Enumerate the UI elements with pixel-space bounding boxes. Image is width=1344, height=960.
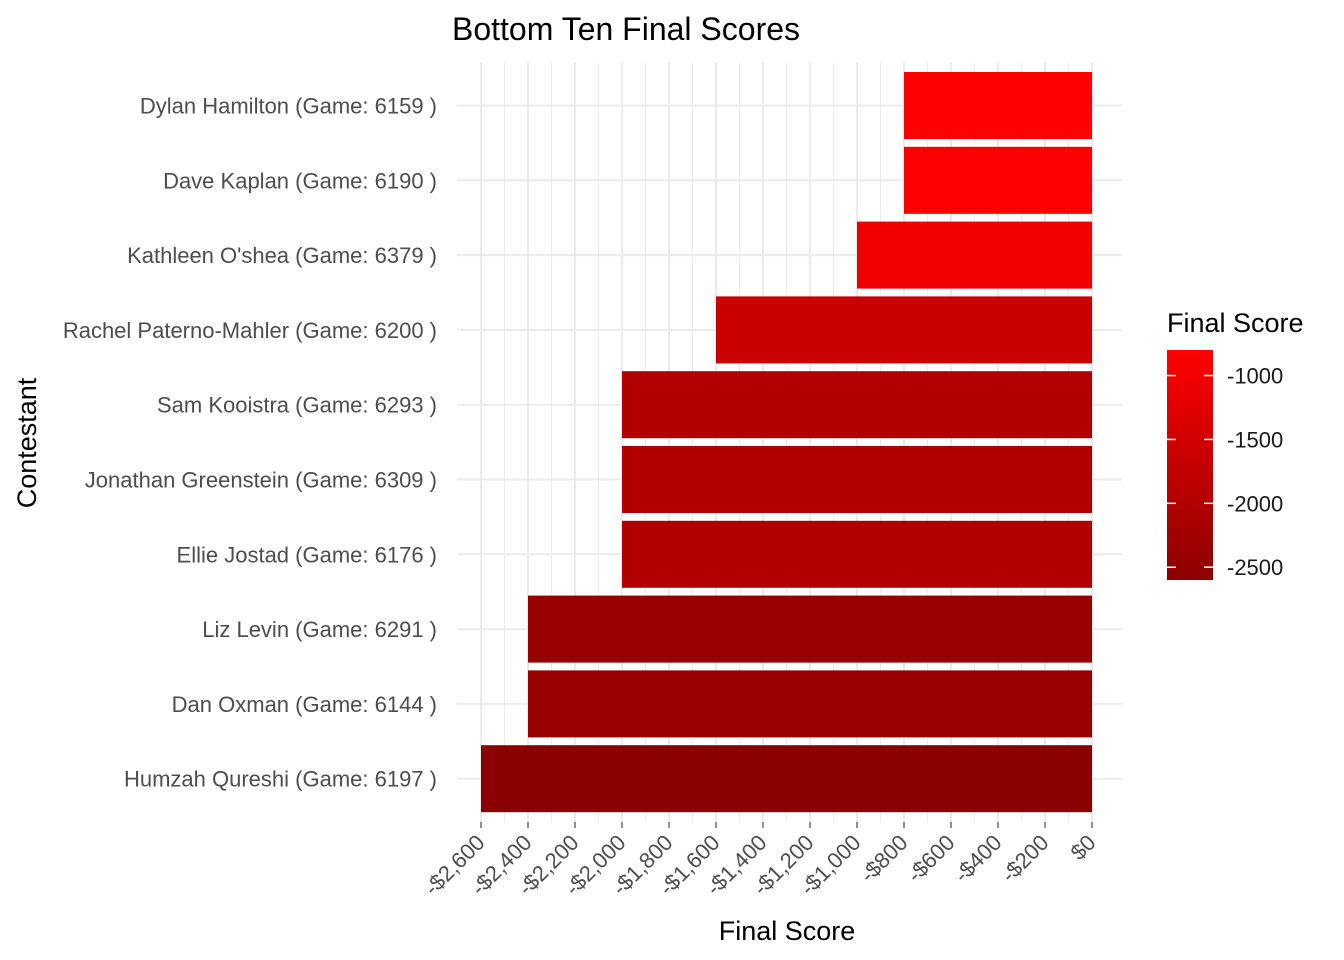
bar (904, 146, 1092, 214)
bar (622, 520, 1092, 588)
y-tick-label: Dave Kaplan (Game: 6190 ) (163, 168, 437, 193)
y-tick-label: Sam Kooistra (Game: 6293 ) (157, 393, 437, 418)
bar (622, 371, 1092, 439)
y-tick-label: Jonathan Greenstein (Game: 6309 ) (85, 468, 437, 493)
y-tick-label: Humzah Qureshi (Game: 6197 ) (124, 767, 437, 792)
legend-tick-label: -1500 (1227, 427, 1283, 452)
bar (904, 72, 1092, 139)
bar (622, 446, 1092, 513)
y-tick-label: Rachel Paterno-Mahler (Game: 6200 ) (63, 318, 437, 343)
bar (857, 221, 1092, 289)
y-tick-label: Ellie Jostad (Game: 6176 ) (177, 542, 437, 567)
x-tick-label: -$800 (855, 830, 912, 887)
legend-title: Final Score (1167, 308, 1304, 338)
bars (481, 72, 1092, 813)
x-tick-label: -$200 (996, 830, 1053, 887)
y-tick-label: Kathleen O'shea (Game: 6379 ) (127, 243, 437, 268)
legend-tick-label: -2500 (1227, 555, 1283, 580)
y-tick-label: Liz Levin (Game: 6291 ) (202, 617, 437, 642)
x-axis-tick-labels: -$2,600-$2,400-$2,200-$2,000-$1,800-$1,6… (419, 822, 1101, 900)
bar (716, 296, 1092, 364)
y-tick-label: Dylan Hamilton (Game: 6159 ) (140, 94, 437, 119)
legend-tick-label: -1000 (1227, 364, 1283, 389)
bar (528, 670, 1092, 738)
legend: Final Score -1000 -1500 -2000 -2500 (1167, 308, 1304, 580)
bar (481, 745, 1092, 813)
x-tick-label: $0 (1066, 830, 1101, 865)
legend-tick-label: -2000 (1227, 491, 1283, 516)
x-tick-label: -$600 (902, 830, 959, 887)
x-axis-title: Final Score (719, 916, 856, 946)
bar (528, 595, 1092, 663)
chart-title: Bottom Ten Final Scores (452, 11, 800, 47)
y-axis-title: Contestant (12, 377, 42, 508)
x-tick-label: -$400 (949, 830, 1006, 887)
y-axis-tick-labels: Dylan Hamilton (Game: 6159 ) Dave Kaplan … (63, 94, 437, 792)
legend-colorbar (1167, 350, 1213, 580)
y-tick-label: Dan Oxman (Game: 6144 ) (172, 692, 437, 717)
